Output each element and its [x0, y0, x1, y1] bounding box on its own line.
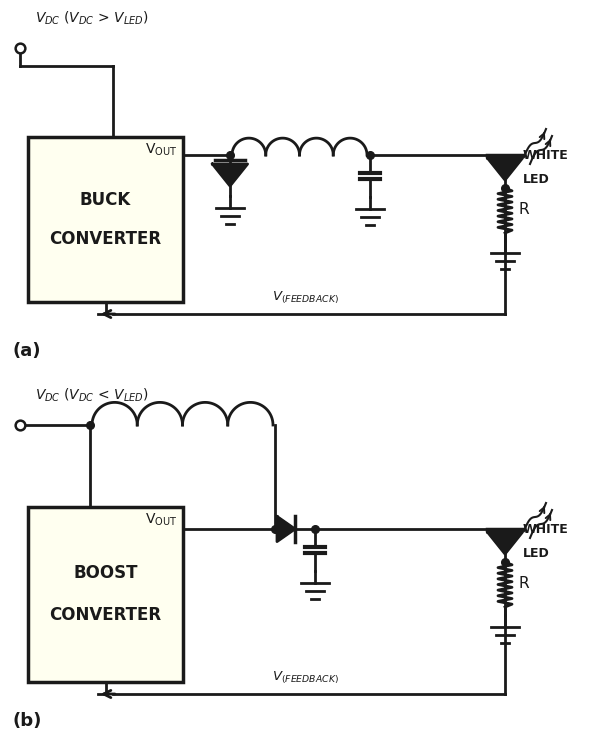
Polygon shape	[487, 532, 523, 554]
Text: WHITE: WHITE	[523, 149, 569, 162]
Text: LED: LED	[523, 547, 550, 560]
FancyBboxPatch shape	[28, 507, 183, 682]
Text: (a): (a)	[12, 342, 41, 360]
Text: $\mathregular{V_{OUT}}$: $\mathregular{V_{OUT}}$	[145, 142, 177, 158]
Text: BUCK: BUCK	[80, 191, 131, 209]
Polygon shape	[487, 158, 523, 180]
Text: CONVERTER: CONVERTER	[49, 230, 161, 249]
Text: R: R	[519, 576, 530, 591]
Polygon shape	[212, 164, 248, 186]
Text: WHITE: WHITE	[523, 523, 569, 536]
Text: $V_{(FEEDBACK)}$: $V_{(FEEDBACK)}$	[272, 289, 338, 306]
Polygon shape	[277, 517, 295, 542]
Text: $V_{(FEEDBACK)}$: $V_{(FEEDBACK)}$	[272, 670, 338, 686]
Text: $V_{DC}$ ($V_{DC}$ > $V_{LED}$): $V_{DC}$ ($V_{DC}$ > $V_{LED}$)	[35, 10, 149, 27]
Text: BOOST: BOOST	[73, 565, 138, 582]
FancyBboxPatch shape	[28, 137, 183, 302]
Text: R: R	[519, 203, 530, 218]
Text: (b): (b)	[12, 712, 41, 730]
Text: CONVERTER: CONVERTER	[49, 607, 161, 625]
Text: LED: LED	[523, 173, 550, 186]
Text: $V_{DC}$ ($V_{DC}$ < $V_{LED}$): $V_{DC}$ ($V_{DC}$ < $V_{LED}$)	[35, 386, 149, 404]
Text: $\mathregular{V_{OUT}}$: $\mathregular{V_{OUT}}$	[145, 512, 177, 528]
